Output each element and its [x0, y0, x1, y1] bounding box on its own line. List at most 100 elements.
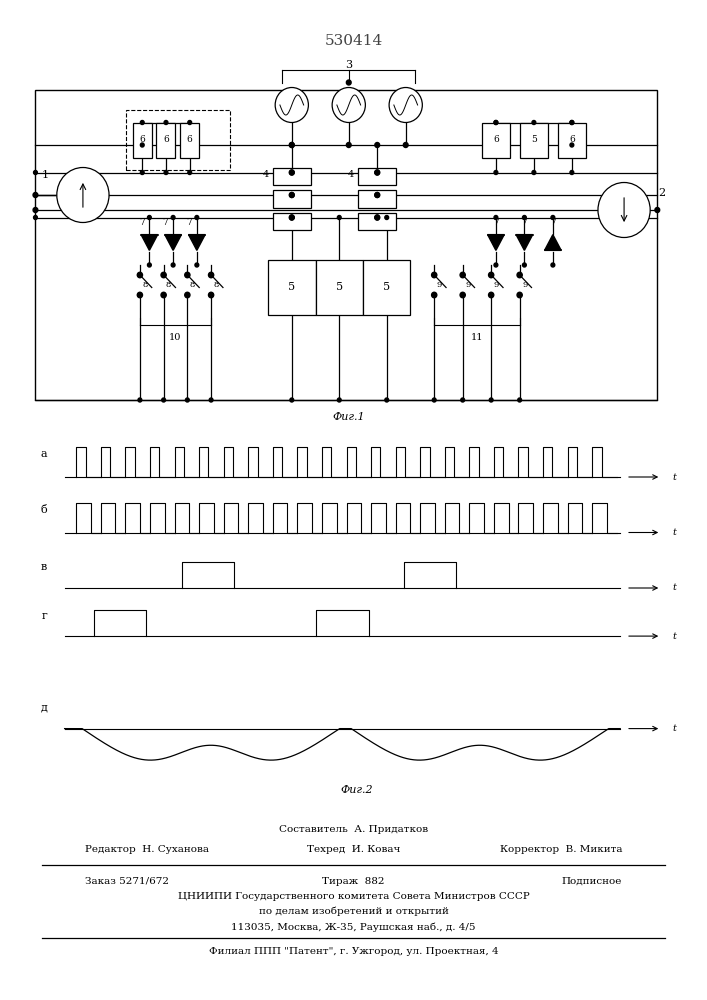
Bar	[315, 260, 363, 315]
Text: г: г	[41, 611, 47, 621]
Text: а: а	[40, 449, 47, 459]
Circle shape	[289, 192, 294, 198]
Circle shape	[289, 170, 294, 175]
Circle shape	[375, 142, 380, 147]
Text: 6: 6	[139, 135, 145, 144]
Circle shape	[489, 292, 493, 298]
Bar	[156, 122, 175, 157]
Circle shape	[33, 216, 37, 220]
Circle shape	[332, 88, 366, 122]
Bar	[481, 122, 510, 157]
Circle shape	[141, 120, 144, 124]
Text: 5: 5	[531, 135, 537, 144]
Circle shape	[460, 272, 465, 278]
Bar	[268, 260, 315, 315]
Text: Техред  И. Ковач: Техред И. Ковач	[307, 845, 400, 854]
Circle shape	[289, 215, 294, 220]
Polygon shape	[516, 235, 532, 250]
Circle shape	[375, 192, 380, 198]
Circle shape	[551, 263, 555, 267]
Text: Подписное: Подписное	[562, 877, 622, 886]
Polygon shape	[189, 235, 205, 250]
Text: 9: 9	[465, 281, 470, 289]
Text: 5: 5	[288, 282, 296, 292]
Bar	[358, 167, 396, 185]
Text: Фиг.2: Фиг.2	[341, 785, 373, 795]
Circle shape	[375, 170, 380, 175]
Text: 7: 7	[163, 218, 168, 227]
Circle shape	[494, 120, 498, 124]
Circle shape	[209, 398, 213, 402]
Circle shape	[137, 272, 143, 278]
Text: 4: 4	[262, 170, 269, 179]
Bar	[558, 122, 586, 157]
Circle shape	[275, 88, 308, 122]
Text: 5: 5	[336, 282, 343, 292]
Text: 6: 6	[187, 135, 192, 144]
Circle shape	[195, 263, 199, 267]
Text: 1: 1	[42, 170, 49, 180]
Circle shape	[137, 292, 143, 298]
Circle shape	[290, 398, 293, 402]
Circle shape	[389, 88, 422, 122]
Text: 7: 7	[187, 218, 192, 227]
Text: 9: 9	[436, 281, 442, 289]
Circle shape	[375, 215, 380, 220]
Text: 7: 7	[493, 218, 498, 227]
Text: 6: 6	[163, 135, 169, 144]
Circle shape	[432, 398, 436, 402]
Circle shape	[517, 292, 522, 298]
Circle shape	[403, 142, 408, 147]
Text: t: t	[673, 724, 677, 733]
Bar	[126, 110, 230, 170]
Text: ЦНИИПИ Государственного комитета Совета Министров СССР: ЦНИИПИ Государственного комитета Совета …	[177, 892, 530, 901]
Circle shape	[494, 170, 498, 174]
Circle shape	[346, 142, 351, 147]
Circle shape	[289, 215, 294, 220]
Bar	[133, 122, 152, 157]
Text: 8: 8	[214, 281, 219, 289]
Circle shape	[598, 182, 650, 237]
Circle shape	[532, 170, 536, 174]
Circle shape	[655, 208, 660, 213]
Text: t: t	[673, 528, 677, 537]
Circle shape	[375, 192, 380, 198]
Bar	[273, 167, 311, 185]
Text: 7: 7	[522, 218, 527, 227]
Circle shape	[164, 170, 168, 174]
Circle shape	[494, 216, 498, 220]
Text: 2: 2	[658, 188, 665, 198]
Text: 11: 11	[471, 332, 483, 342]
Circle shape	[57, 167, 109, 223]
Circle shape	[33, 170, 37, 174]
Circle shape	[522, 263, 526, 267]
Text: в: в	[41, 562, 47, 572]
Text: 8: 8	[166, 281, 171, 289]
Circle shape	[337, 216, 341, 220]
Circle shape	[188, 170, 192, 174]
Circle shape	[164, 120, 168, 124]
Text: б: б	[40, 505, 47, 515]
Circle shape	[185, 398, 189, 402]
Text: t: t	[673, 584, 677, 592]
Circle shape	[289, 142, 294, 147]
Circle shape	[522, 216, 526, 220]
Text: 6: 6	[493, 135, 498, 144]
Text: 3: 3	[345, 60, 352, 70]
Bar	[273, 190, 311, 208]
Circle shape	[148, 216, 151, 220]
Polygon shape	[141, 235, 158, 250]
Circle shape	[141, 170, 144, 174]
Circle shape	[570, 170, 574, 174]
Text: 7: 7	[550, 218, 556, 227]
Circle shape	[185, 272, 190, 278]
Text: Корректор  В. Микита: Корректор В. Микита	[500, 845, 622, 854]
Bar	[520, 122, 548, 157]
Text: 9: 9	[493, 281, 499, 289]
Bar	[180, 122, 199, 157]
Circle shape	[385, 216, 389, 220]
Circle shape	[161, 272, 166, 278]
Bar	[363, 260, 411, 315]
Text: Заказ 5271/672: Заказ 5271/672	[85, 877, 169, 886]
Circle shape	[33, 192, 37, 198]
